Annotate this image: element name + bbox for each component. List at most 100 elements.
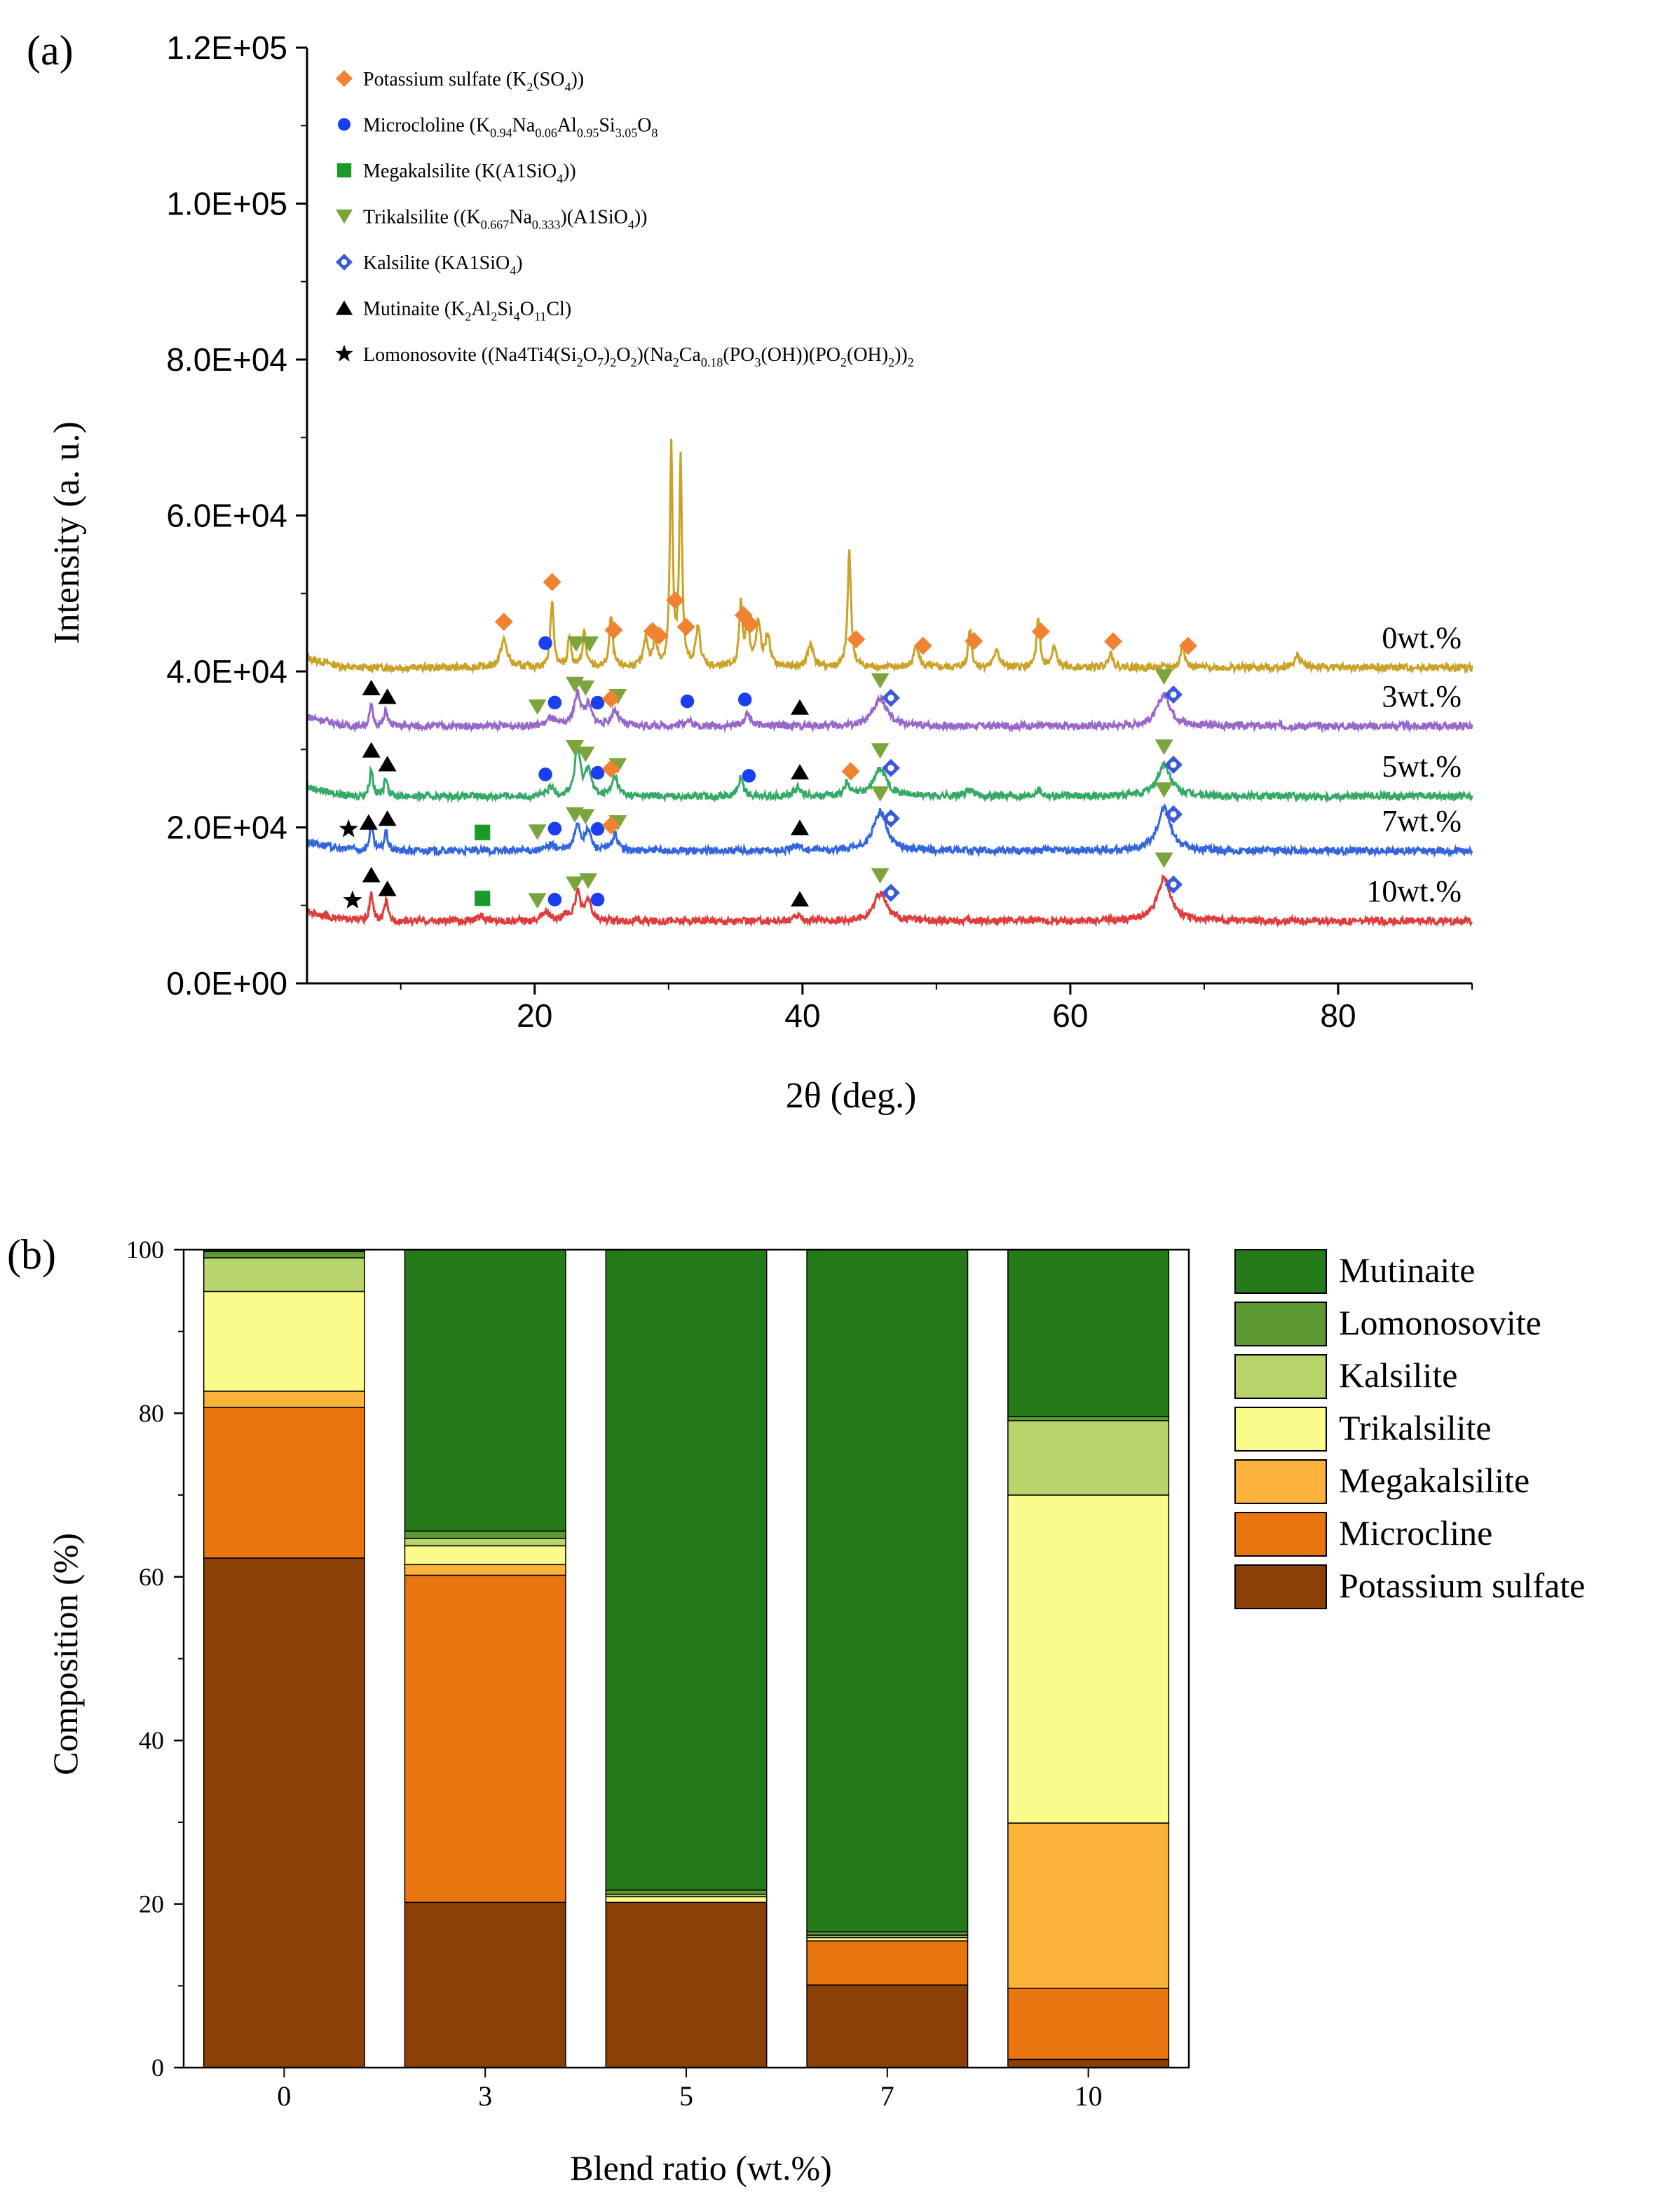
- peak-marker-trikalsilite: [580, 636, 599, 653]
- peak-marker-mutinaite: [791, 764, 810, 780]
- legend-label-6: Lomonosovite ((Na4Ti4(Si2O7)2O2)(Na2Ca0.…: [363, 344, 914, 369]
- bar-segment-mutinaite: [806, 1249, 969, 1933]
- series-label-3wt: 3wt.%: [1382, 679, 1462, 714]
- x-tick-label: 80: [1320, 997, 1356, 1034]
- series-label-0wt: 0wt.%: [1382, 620, 1462, 655]
- bar-segment-kalsilite: [404, 1538, 566, 1547]
- x-tick-label: 20: [517, 997, 552, 1034]
- bar-segment-trikalsilite: [1007, 1494, 1170, 1824]
- peak-marker-mutinaite: [362, 679, 381, 696]
- peak-marker-trikalsilite: [1155, 739, 1173, 756]
- y-tick-label: 4.0E+04: [166, 653, 287, 690]
- bar-segment-trikalsilite: [605, 1896, 768, 1904]
- legend-label-5: Mutinaite (K2Al2Si4O11Cl): [363, 299, 571, 324]
- peak-marker-mutinaite: [362, 866, 381, 882]
- bar-segment-lomonosovite: [203, 1250, 365, 1259]
- panel-b-x-axis-title: Blend ratio (wt.%): [570, 2148, 832, 2187]
- peak-marker-microclioline: [590, 892, 605, 907]
- bar-segment-potassium-sulfate: [404, 1902, 566, 2068]
- xrd-curve-7wt: [306, 803, 1473, 859]
- legend-swatch-megakalsilite: [1234, 1459, 1327, 1504]
- legend-label-mutinaite: Mutinaite: [1339, 1250, 1475, 1290]
- panel-b-label: (b): [7, 1231, 56, 1278]
- x-tick-label: 5: [679, 2080, 693, 2112]
- peak-marker-potassium-sulfate: [494, 613, 513, 631]
- peak-marker-microclioline: [680, 694, 695, 709]
- bar-segment-potassium-sulfate: [806, 1984, 969, 2068]
- legend-marker-1: [338, 118, 350, 131]
- peak-marker-megakalsilite: [475, 890, 491, 906]
- peak-marker-megakalsilite: [475, 824, 491, 840]
- peak-marker-microclioline: [547, 695, 562, 710]
- legend-label-2: Megakalsilite (K(A1SiO4)): [363, 161, 576, 186]
- peak-marker-kalsilite-center: [887, 765, 894, 772]
- peak-marker-mutinaite: [378, 880, 397, 896]
- legend-label-3: Trikalsilite ((K0.667Na0.333)(A1SiO4)): [363, 207, 648, 232]
- peak-marker-microclioline: [538, 767, 552, 781]
- panel-b-composition-chart: (b) Blend ratio (wt.%) Composition (%) 0…: [7, 1231, 1585, 2187]
- y-tick-label: 60: [139, 1563, 164, 1591]
- peak-marker-kalsilite-center: [887, 889, 894, 896]
- peak-marker-potassium-sulfate: [1179, 636, 1198, 655]
- peak-marker-microclioline: [590, 695, 605, 710]
- x-tick-label: 60: [1052, 997, 1088, 1034]
- xrd-curve-0wt: [306, 438, 1473, 675]
- panel-b-y-axis-title: Composition (%): [46, 1533, 85, 1775]
- peak-marker-microclioline: [547, 821, 562, 835]
- x-tick-label: 40: [784, 997, 820, 1034]
- peak-marker-trikalsilite: [576, 746, 595, 763]
- peak-marker-potassium-sulfate: [965, 631, 983, 650]
- peak-marker-potassium-sulfate: [601, 759, 620, 778]
- peak-marker-trikalsilite: [576, 680, 595, 696]
- bar-segment-mutinaite: [605, 1249, 768, 1891]
- peak-marker-mutinaite: [362, 742, 381, 758]
- y-tick-label: 0.0E+00: [166, 965, 287, 1002]
- peak-marker-kalsilite-center: [1170, 691, 1177, 698]
- peak-marker-microclioline: [538, 636, 552, 650]
- bar-segment-megakalsilite: [1007, 1822, 1170, 1989]
- y-tick-label: 8.0E+04: [166, 341, 287, 378]
- x-tick-label: 3: [478, 2080, 492, 2112]
- y-tick-label: 80: [139, 1399, 164, 1427]
- peak-marker-trikalsilite: [566, 876, 585, 892]
- xrd-curve-10wt: [306, 874, 1473, 928]
- panel-a-xrd-chart: (a) 2θ (deg.) Intensity (a. u.) 0wt.% 3wt…: [27, 27, 1473, 1116]
- peak-marker-microclioline: [590, 822, 605, 836]
- peak-marker-kalsilite-center: [887, 695, 894, 702]
- panel-b-plot-area: 0 3 5 7 10020406080100MutinaiteLomonosoviteK…: [126, 1236, 1585, 2112]
- bar-segment-kalsilite: [203, 1257, 365, 1292]
- peak-marker-potassium-sulfate: [741, 615, 760, 634]
- peak-marker-trikalsilite: [566, 636, 585, 653]
- legend-label-1: Microcloline (K0.94Na0.06Al0.95Si3.05O8: [363, 115, 658, 140]
- bar-segment-potassium-sulfate: [203, 1557, 365, 2068]
- legend-marker-4-center: [341, 259, 348, 266]
- peak-marker-trikalsilite: [871, 786, 890, 802]
- peak-marker-kalsilite-center: [1170, 811, 1177, 818]
- peak-marker-potassium-sulfate: [650, 626, 669, 645]
- peak-marker-mutinaite: [378, 756, 397, 772]
- legend-marker-2: [336, 163, 352, 178]
- bar-segment-potassium-sulfate: [605, 1902, 768, 2068]
- bar-segment-potassium-sulfate: [1007, 2059, 1170, 2068]
- peak-marker-microclioline: [737, 692, 752, 706]
- series-label-7wt: 7wt.%: [1382, 804, 1462, 838]
- panel-a-y-axis-title: Intensity (a. u.): [47, 421, 87, 644]
- y-tick-label: 1.0E+05: [166, 186, 287, 222]
- peak-marker-mutinaite: [378, 688, 397, 704]
- peak-marker-mutinaite: [791, 699, 810, 715]
- peak-marker-potassium-sulfate: [1031, 622, 1050, 641]
- peak-marker-trikalsilite: [566, 740, 585, 756]
- bar-segment-megakalsilite: [203, 1391, 365, 1408]
- y-tick-label: 2.0E+04: [166, 810, 287, 846]
- legend-swatch-microcline: [1234, 1512, 1327, 1557]
- peak-marker-microclioline: [742, 769, 756, 783]
- peak-marker-potassium-sulfate: [676, 617, 695, 636]
- legend-swatch-mutinaite: [1234, 1249, 1327, 1294]
- legend-label-microcline: Microcline: [1339, 1513, 1492, 1552]
- peak-marker-mutinaite: [378, 810, 397, 826]
- peak-marker-trikalsilite: [576, 809, 595, 825]
- bar-segment-microcline: [203, 1407, 365, 1559]
- panel-a-x-axis-title: 2θ (deg.): [786, 1076, 917, 1116]
- peak-marker-lomonosovite: [339, 819, 358, 838]
- peak-marker-mutinaite: [359, 814, 378, 830]
